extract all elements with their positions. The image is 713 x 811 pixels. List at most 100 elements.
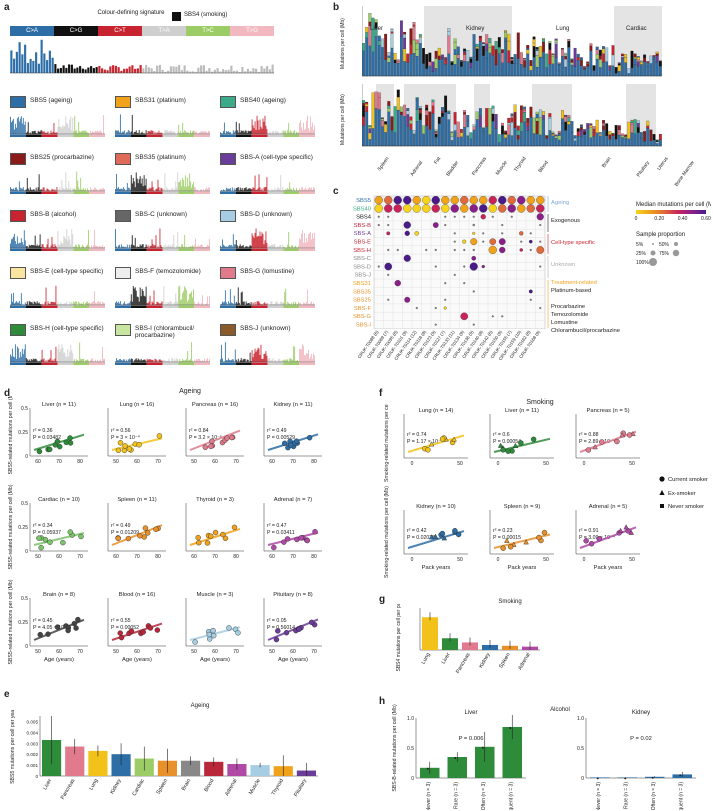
- scatter-xtick: 50: [113, 649, 119, 655]
- burden-bar-segment: [441, 107, 444, 112]
- signature-bar: [255, 351, 257, 362]
- signature-bar: [125, 304, 127, 305]
- burden-bar-segment: [567, 47, 571, 62]
- c-bubble: [498, 204, 507, 213]
- burden-bar-segment: [545, 135, 549, 139]
- burden-bar-segment: [365, 101, 369, 103]
- signature-bar: [14, 187, 16, 191]
- burden-bar-segment: [529, 117, 533, 147]
- signature-bar: [160, 187, 162, 191]
- scatter-xtick: 70: [134, 554, 140, 560]
- c-row-label: SBS-D: [353, 264, 371, 270]
- mutation-class-2: C>T: [98, 26, 142, 36]
- signature-bar: [310, 357, 311, 362]
- signature-bar: [12, 292, 14, 305]
- signature-bar: [10, 356, 12, 362]
- signature-bar: [174, 131, 176, 134]
- signature-bar: [237, 132, 239, 134]
- burden-bar-segment: [548, 42, 552, 50]
- signature-class-strip: [10, 305, 26, 308]
- signature-bar: [99, 302, 100, 305]
- signature-bar: [200, 360, 201, 362]
- signature-bar: [170, 190, 172, 191]
- burden-bar-segment: [425, 107, 429, 111]
- burden-bar-segment: [482, 42, 485, 44]
- c-bubble: [384, 204, 393, 213]
- burden-bar-segment: [377, 109, 381, 147]
- signature-label: SBS31 (platinum): [135, 97, 186, 104]
- signature-bar: [283, 190, 285, 191]
- signature-bar: [35, 245, 37, 248]
- signature-bar: [13, 234, 15, 248]
- scatter-point: [118, 634, 125, 641]
- burden-bar-segment: [494, 64, 498, 77]
- signature-bar: [249, 245, 251, 248]
- burden-bar-segment: [428, 129, 432, 147]
- c-row-label: SBS35: [353, 289, 371, 295]
- signature-bar: [104, 189, 105, 191]
- signature-bar: [24, 344, 26, 362]
- signature-bar: [91, 359, 92, 362]
- signature-bar: [124, 190, 126, 191]
- burden-bar-segment: [561, 47, 564, 49]
- c-group-label: Platinum-based: [551, 288, 591, 294]
- signature-bar: [295, 245, 297, 248]
- burden-bar-segment: [501, 62, 504, 77]
- burden-bar-segment: [447, 35, 451, 54]
- scatter-point: [208, 443, 214, 450]
- c-bubble: [403, 204, 412, 213]
- signature-class-strip: [41, 248, 58, 251]
- signature-bar: [155, 359, 157, 362]
- signature-bar: [298, 246, 300, 248]
- scatter-point: [284, 536, 291, 542]
- signature-bar: [124, 246, 126, 248]
- scatter-r2: r² = 0.05: [267, 618, 287, 624]
- burden-bar-segment: [406, 108, 410, 111]
- signature-bar: [80, 303, 82, 305]
- c-group-label: Unknown: [551, 262, 575, 268]
- panel-letter-e: e: [4, 689, 10, 700]
- signature-bar: [183, 132, 185, 134]
- signature-cell: SBS-A (cell-type specific): [220, 153, 315, 195]
- signature-class-strip: [10, 362, 26, 365]
- c-bubble: [489, 238, 497, 245]
- e-ytick: 0.001: [27, 763, 39, 768]
- burden-bar-segment: [592, 132, 596, 137]
- signature-bar: [303, 242, 304, 248]
- signature-bar: [207, 296, 208, 305]
- signature-bar: [65, 116, 67, 134]
- signature-bar: [260, 344, 262, 362]
- burden-bar-segment: [595, 49, 599, 55]
- signature-bar: [184, 286, 186, 305]
- burden-bar-segment: [463, 61, 467, 77]
- e-ylabel: SBS5 mutations per cell per year: [10, 710, 16, 784]
- signature-bar: [242, 130, 244, 134]
- signature-bar: [93, 301, 94, 305]
- signature-bar: [40, 189, 42, 191]
- signature-bar: [297, 304, 299, 305]
- burden-bar-segment: [469, 132, 473, 139]
- signature-bar: [300, 120, 301, 134]
- signature-bar: [240, 189, 242, 191]
- burden-bar-segment: [636, 127, 640, 133]
- burden-bar-segment: [497, 37, 501, 48]
- burden-bar-segment: [573, 135, 577, 139]
- scatter-p: P = 0.00054: [493, 439, 521, 445]
- c-bubble: [529, 239, 533, 244]
- signature-bar: [192, 131, 194, 134]
- scatter-xtick: 60: [56, 649, 62, 655]
- scatter-point: [455, 531, 462, 538]
- c-bubble: [539, 223, 542, 227]
- scatter-title: Liver (n = 11): [42, 402, 76, 408]
- scatter-xtick: 70: [155, 649, 161, 655]
- scatter-point: [283, 630, 290, 636]
- signature-bar: [277, 360, 279, 362]
- signature-bar: [86, 360, 88, 362]
- burden-bar-segment: [453, 49, 457, 55]
- g-category-label: Liver: [441, 652, 452, 665]
- signature-class-strip: [162, 248, 179, 251]
- e-category-label: Thyroid: [271, 778, 285, 797]
- signature-bar: [245, 301, 247, 305]
- sbs4-bar: [70, 64, 73, 73]
- signature-bar: [151, 359, 153, 362]
